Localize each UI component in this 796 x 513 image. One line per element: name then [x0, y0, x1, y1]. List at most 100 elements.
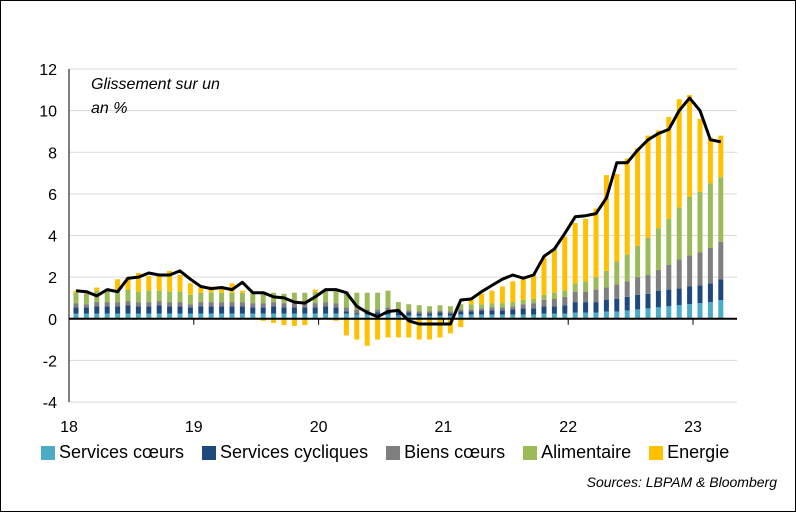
bar-segment — [281, 318, 287, 325]
bar-segment — [718, 177, 724, 242]
bar-segment — [416, 313, 422, 316]
bar-segment — [375, 292, 381, 310]
bar-segment — [167, 306, 173, 314]
bar-segment — [645, 237, 651, 276]
bar-segment — [510, 314, 516, 319]
bar-segment — [572, 283, 578, 292]
bar-segment — [687, 304, 693, 319]
bar-segment — [177, 313, 183, 319]
bar-segment — [593, 302, 599, 313]
bar-segment — [468, 311, 474, 315]
bar-segment — [208, 306, 214, 314]
bar-segment — [177, 302, 183, 307]
bar-segment — [707, 302, 713, 319]
bar-segment — [302, 292, 308, 304]
bar-segment — [395, 311, 401, 316]
bar-segment — [219, 286, 225, 293]
bar-segment — [250, 303, 256, 308]
bar-segment — [94, 302, 100, 307]
bar-segment — [333, 303, 339, 308]
bar-segment — [198, 302, 204, 307]
bar-segment — [156, 274, 162, 291]
bar-segment — [146, 313, 152, 319]
legend-label: Services cycliques — [220, 442, 369, 462]
bar-segment — [447, 315, 453, 319]
bar-segment — [343, 311, 349, 314]
y-tick-label: -4 — [43, 395, 57, 412]
bar-segment — [718, 241, 724, 280]
bar-segment — [156, 305, 162, 314]
bar-segment — [187, 307, 193, 314]
bar-segment — [520, 314, 526, 319]
bar-segment — [260, 307, 266, 314]
bar-segment — [489, 290, 495, 304]
bar-segment — [676, 288, 682, 306]
y-tick-label: 2 — [48, 270, 57, 287]
bar-segment — [135, 313, 141, 319]
bar-segment — [323, 302, 329, 307]
bar-segment — [603, 311, 609, 319]
bar-segment — [707, 183, 713, 248]
bar-segment — [447, 306, 453, 312]
bar-segment — [427, 313, 433, 316]
bar-segment — [541, 257, 547, 295]
bar-segment — [707, 137, 713, 184]
bar-segment — [167, 302, 173, 307]
bar-segment — [489, 303, 495, 308]
bar-segment — [614, 311, 620, 319]
bar-segment — [135, 302, 141, 307]
bar-segment — [499, 314, 505, 319]
bar-segment — [323, 290, 329, 303]
bar-segment — [385, 314, 391, 319]
legend-swatch — [202, 445, 217, 460]
bar-segment — [271, 306, 277, 314]
bar-segment — [115, 302, 121, 307]
bar-segment — [219, 292, 225, 303]
bar-segment — [603, 287, 609, 301]
bar-segment — [520, 279, 526, 301]
bar-segment — [375, 309, 381, 313]
bar-segment — [624, 158, 630, 255]
bar-segment — [614, 298, 620, 312]
bar-segment — [572, 223, 578, 284]
bar-segment — [208, 313, 214, 319]
bar-segment — [406, 304, 412, 311]
bar-segment — [312, 307, 318, 314]
bar-segment — [489, 310, 495, 315]
bar-segment — [354, 314, 360, 319]
bar-segment — [125, 277, 131, 290]
bar-segment — [541, 306, 547, 314]
bar-segment — [603, 270, 609, 288]
bar-segment — [666, 116, 672, 219]
bar-segment — [125, 305, 131, 314]
bar-segment — [458, 304, 464, 310]
bar-segment — [697, 303, 703, 319]
bar-segment — [302, 307, 308, 314]
bar-segment — [458, 311, 464, 315]
bar-segment — [583, 291, 589, 303]
bar-segment — [73, 307, 79, 314]
bar-segment — [499, 310, 505, 315]
bar-segment — [562, 296, 568, 306]
bar-segment — [83, 307, 89, 314]
bar-segment — [697, 191, 703, 253]
y-tick-label: 8 — [48, 145, 57, 162]
bar-segment — [250, 293, 256, 304]
legend-swatch — [386, 445, 401, 460]
bar-segment — [416, 305, 422, 312]
bar-segment — [260, 318, 266, 321]
y-tick-label: -2 — [43, 353, 57, 370]
bar-segment — [364, 292, 370, 310]
bar-segment — [583, 281, 589, 292]
bar-segment — [499, 303, 505, 308]
bar-segment — [73, 313, 79, 319]
bar-segment — [541, 300, 547, 307]
bar-segment — [94, 313, 100, 319]
bar-segment — [707, 247, 713, 284]
bar-segment — [302, 318, 308, 325]
legend-swatch — [41, 445, 55, 460]
bar-segment — [250, 313, 256, 319]
legend-swatch — [649, 445, 664, 460]
bar-segment — [375, 318, 381, 340]
total-inflation-line — [75, 96, 722, 326]
